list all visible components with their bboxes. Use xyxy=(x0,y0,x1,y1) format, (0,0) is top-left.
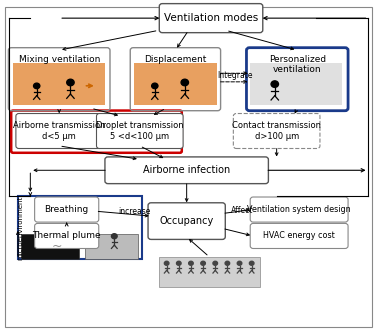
Circle shape xyxy=(237,261,242,265)
FancyBboxPatch shape xyxy=(35,197,99,222)
FancyBboxPatch shape xyxy=(250,197,348,222)
FancyBboxPatch shape xyxy=(97,114,183,148)
Text: Airborne transmission
d<5 μm: Airborne transmission d<5 μm xyxy=(13,121,105,141)
FancyBboxPatch shape xyxy=(105,157,268,183)
Circle shape xyxy=(189,261,193,265)
Text: Personalized
ventilation: Personalized ventilation xyxy=(269,55,326,75)
Text: Contact transmission
d>100 μm: Contact transmission d>100 μm xyxy=(232,121,321,141)
Bar xyxy=(159,257,260,287)
FancyBboxPatch shape xyxy=(159,4,263,33)
Circle shape xyxy=(67,79,74,86)
Text: Occupancy: Occupancy xyxy=(159,216,214,226)
Circle shape xyxy=(33,83,40,89)
Text: ~: ~ xyxy=(52,240,62,253)
Text: microenvironment: microenvironment xyxy=(18,196,24,260)
Circle shape xyxy=(201,261,205,265)
Bar xyxy=(134,63,217,105)
FancyBboxPatch shape xyxy=(35,223,99,248)
Text: increase: increase xyxy=(118,207,150,216)
Circle shape xyxy=(111,234,117,239)
Text: HVAC energy cost: HVAC energy cost xyxy=(263,231,335,241)
FancyBboxPatch shape xyxy=(148,203,225,240)
FancyBboxPatch shape xyxy=(233,114,320,148)
Text: Ventilation modes: Ventilation modes xyxy=(164,13,258,23)
FancyBboxPatch shape xyxy=(16,114,103,148)
Bar xyxy=(14,63,105,105)
Circle shape xyxy=(225,261,230,265)
Circle shape xyxy=(249,261,254,265)
Text: Mixing ventilation: Mixing ventilation xyxy=(18,55,100,64)
Bar xyxy=(85,234,138,259)
Bar xyxy=(18,196,142,259)
FancyBboxPatch shape xyxy=(250,223,348,248)
Bar xyxy=(250,63,342,105)
Text: Displacement: Displacement xyxy=(144,55,206,64)
Text: Droplet transmission
5 <d<100 μm: Droplet transmission 5 <d<100 μm xyxy=(96,121,183,141)
Text: Affect: Affect xyxy=(231,206,253,215)
Circle shape xyxy=(271,81,279,87)
Bar xyxy=(21,234,79,259)
Text: Ventilation system design: Ventilation system design xyxy=(247,205,351,214)
Circle shape xyxy=(164,261,169,265)
Circle shape xyxy=(176,261,181,265)
Circle shape xyxy=(152,83,158,89)
Text: Thermal plume: Thermal plume xyxy=(32,231,101,241)
Text: Airborne infection: Airborne infection xyxy=(143,165,230,175)
Circle shape xyxy=(213,261,217,265)
Text: Integrate: Integrate xyxy=(218,71,253,80)
Text: Breathing: Breathing xyxy=(45,205,89,214)
Circle shape xyxy=(181,79,188,86)
